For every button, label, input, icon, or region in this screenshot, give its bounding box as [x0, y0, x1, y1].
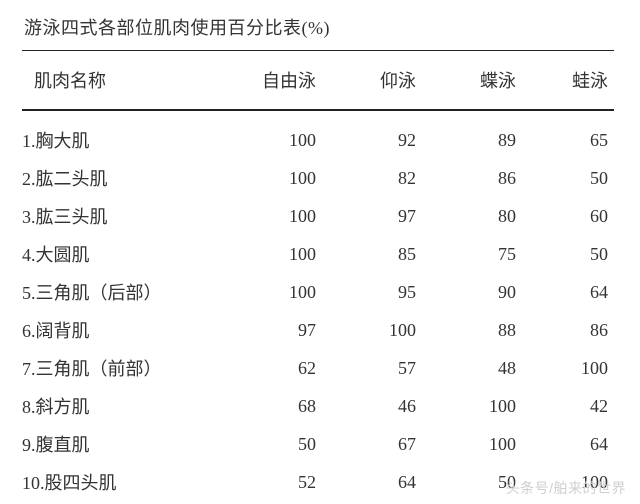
cell: 64: [522, 273, 614, 311]
table-row: 10.股四头肌 52 64 50 100: [22, 463, 614, 501]
cell: 97: [222, 311, 322, 349]
cell: 68: [222, 387, 322, 425]
cell: 64: [322, 463, 422, 501]
col-header-breaststroke: 蛙泳: [522, 51, 614, 111]
cell: 67: [322, 425, 422, 463]
row-label: 7.三角肌（前部）: [22, 349, 222, 387]
cell: 100: [422, 425, 522, 463]
cell: 100: [222, 273, 322, 311]
row-label: 10.股四头肌: [22, 463, 222, 501]
cell: 57: [322, 349, 422, 387]
cell: 90: [422, 273, 522, 311]
cell: 80: [422, 197, 522, 235]
muscle-usage-table: 肌肉名称 自由泳 仰泳 蝶泳 蛙泳 1.胸大肌 100 92 89 65 2.肱…: [22, 50, 614, 504]
cell: 52: [222, 463, 322, 501]
cell: 82: [322, 159, 422, 197]
cell: 100: [322, 311, 422, 349]
cell: 89: [422, 110, 522, 159]
table-row: 7.三角肌（前部） 62 57 48 100: [22, 349, 614, 387]
table-body: 1.胸大肌 100 92 89 65 2.肱二头肌 100 82 86 50 3…: [22, 110, 614, 504]
table-row: 4.大圆肌 100 85 75 50: [22, 235, 614, 273]
cell: 88: [422, 311, 522, 349]
table-row: 3.肱三头肌 100 97 80 60: [22, 197, 614, 235]
cell: 85: [322, 235, 422, 273]
cell: 92: [322, 110, 422, 159]
cell: 100: [222, 235, 322, 273]
row-label: 4.大圆肌: [22, 235, 222, 273]
cell: 48: [422, 349, 522, 387]
cell: 100: [222, 159, 322, 197]
table-page: 游泳四式各部位肌肉使用百分比表(%) 肌肉名称 自由泳 仰泳 蝶泳 蛙泳 1.胸…: [0, 0, 640, 504]
table-row: 9.腹直肌 50 67 100 64: [22, 425, 614, 463]
table-row: 6.阔背肌 97 100 88 86: [22, 311, 614, 349]
cell: 65: [522, 110, 614, 159]
table-row: 1.胸大肌 100 92 89 65: [22, 110, 614, 159]
cell: 95: [322, 273, 422, 311]
cell: 100: [222, 197, 322, 235]
cell: 50: [522, 235, 614, 273]
cell: 42: [522, 387, 614, 425]
table-row: 2.肱二头肌 100 82 86 50: [22, 159, 614, 197]
cell: 50: [222, 425, 322, 463]
row-label: 1.胸大肌: [22, 110, 222, 159]
table-head-row: 肌肉名称 自由泳 仰泳 蝶泳 蛙泳: [22, 51, 614, 111]
cell: 64: [522, 425, 614, 463]
cell: 75: [422, 235, 522, 273]
cell: 62: [222, 349, 322, 387]
col-header-freestyle: 自由泳: [222, 51, 322, 111]
col-header-butterfly: 蝶泳: [422, 51, 522, 111]
col-header-backstroke: 仰泳: [322, 51, 422, 111]
table-row: 8.斜方肌 68 46 100 42: [22, 387, 614, 425]
cell: 100: [422, 387, 522, 425]
row-label: 2.肱二头肌: [22, 159, 222, 197]
row-label: 3.肱三头肌: [22, 197, 222, 235]
cell: 60: [522, 197, 614, 235]
cell: 86: [422, 159, 522, 197]
cell: 86: [522, 311, 614, 349]
cell: 100: [222, 110, 322, 159]
cell: 97: [322, 197, 422, 235]
table-row: 5.三角肌（后部） 100 95 90 64: [22, 273, 614, 311]
table-title: 游泳四式各部位肌肉使用百分比表(%): [24, 14, 614, 40]
cell: 100: [522, 463, 614, 501]
cell: 100: [522, 349, 614, 387]
cell: 50: [522, 159, 614, 197]
cell: 46: [322, 387, 422, 425]
col-header-muscle: 肌肉名称: [22, 51, 222, 111]
row-label: 8.斜方肌: [22, 387, 222, 425]
cell: 50: [422, 463, 522, 501]
row-label: 9.腹直肌: [22, 425, 222, 463]
row-label: 5.三角肌（后部）: [22, 273, 222, 311]
row-label: 6.阔背肌: [22, 311, 222, 349]
